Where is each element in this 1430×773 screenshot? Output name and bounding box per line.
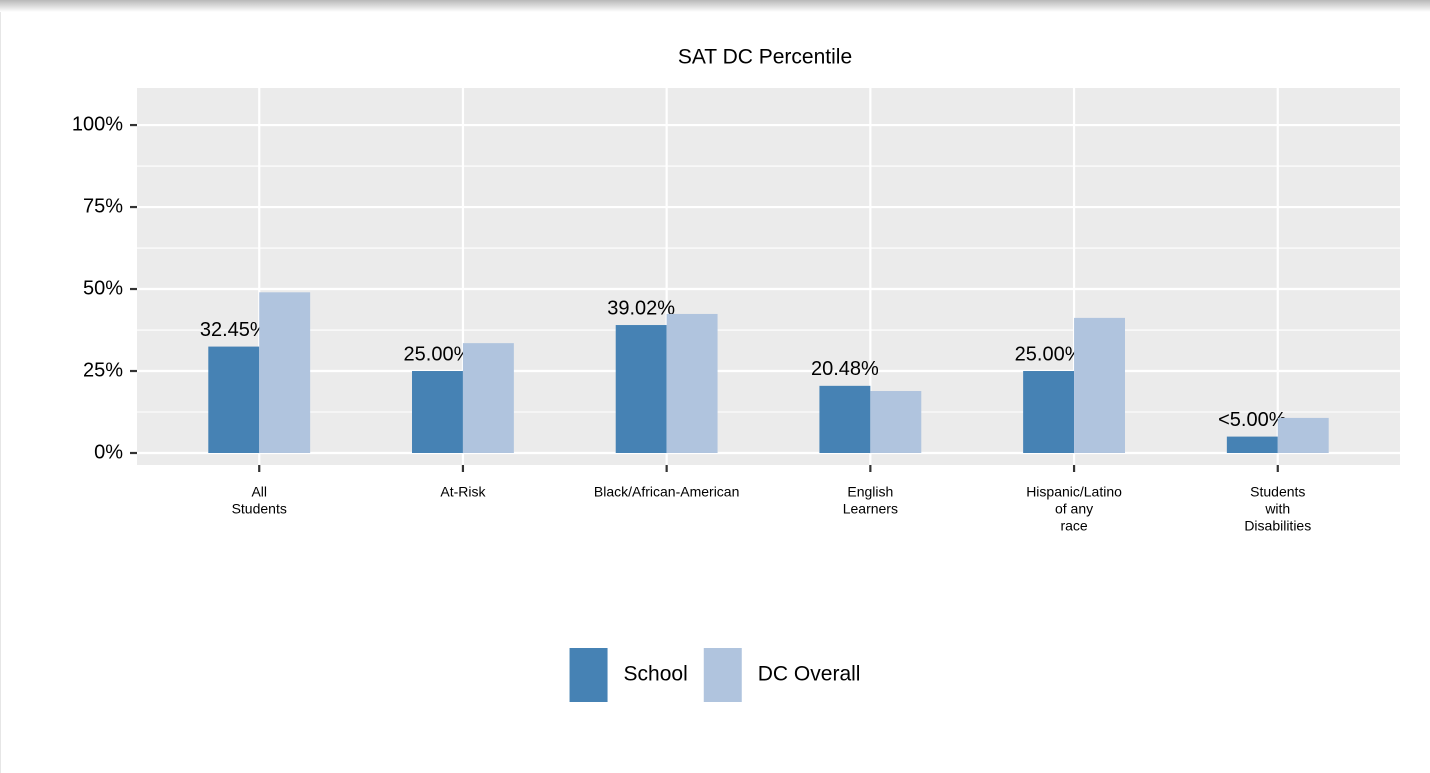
bar [666, 313, 718, 453]
legend-label: DC Overall [758, 663, 861, 686]
y-tick-label: 75% [83, 195, 123, 217]
top-shadow [0, 0, 1430, 12]
bar [259, 292, 311, 453]
bar [412, 371, 463, 453]
legend-label: School [624, 663, 688, 686]
bar [819, 385, 871, 453]
bar [615, 325, 667, 453]
x-tick-label: race [1060, 518, 1087, 534]
x-tick-label: Disabilities [1244, 518, 1311, 534]
legend-key [569, 648, 608, 702]
legend: School DC Overall [569, 648, 861, 702]
x-tick-label: At-Risk [440, 484, 486, 500]
x-tick-label: Learners [843, 501, 898, 517]
x-tick-label: of any [1055, 501, 1093, 517]
plot-panel [137, 88, 1400, 465]
x-tick-label: Black/African-American [594, 484, 740, 500]
data-label: <5.00% [1218, 409, 1287, 431]
x-tick-label: Students [232, 501, 287, 517]
x-tick-label: English [847, 484, 893, 500]
data-label: 25.00% [1015, 343, 1083, 365]
x-tick-label: Hispanic/Latino [1026, 484, 1122, 500]
x-tick-label: All [251, 484, 267, 500]
bar [1023, 371, 1075, 453]
bar [462, 343, 514, 453]
y-tick-label: 25% [83, 359, 123, 381]
bar [1074, 317, 1125, 453]
data-label: 32.45% [200, 319, 268, 341]
bar [870, 391, 922, 453]
bar [1277, 417, 1329, 453]
x-tick-label: Students [1250, 484, 1305, 500]
y-tick-label: 0% [94, 441, 123, 463]
legend-key [703, 648, 742, 702]
bar [1226, 436, 1278, 453]
chart-title: SAT DC Percentile [678, 46, 852, 69]
bar [208, 346, 260, 453]
data-label: 39.02% [607, 297, 675, 319]
y-tick-label: 50% [83, 277, 123, 299]
x-tick-label: with [1264, 501, 1290, 517]
y-tick-label: 100% [72, 113, 123, 135]
data-label: 25.00% [404, 343, 472, 365]
left-border [0, 12, 1, 773]
data-label: 20.48% [811, 358, 879, 380]
